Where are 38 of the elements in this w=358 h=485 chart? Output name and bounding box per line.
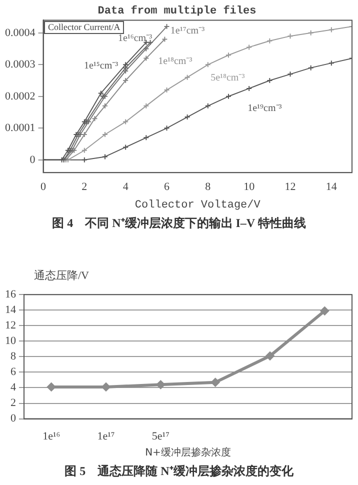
y-tick-label: 0 (10, 412, 16, 425)
y-tick-label: 16 (5, 288, 16, 300)
x-axis-title: N+缓冲层掺杂浓度 (145, 446, 231, 459)
y-tick-label: 4 (10, 382, 16, 394)
y-tick-label: 6 (10, 366, 16, 378)
y-tick-label: 12 (5, 320, 16, 332)
series-label: 1e¹⁸cm⁻³ (158, 56, 192, 67)
x-tick-label: 0 (40, 181, 46, 194)
x-tick-label: 14 (326, 181, 338, 194)
y-tick-label: 2 (10, 397, 16, 410)
x-tick-label: 4 (122, 181, 129, 194)
y-tick-label: 8 (10, 350, 16, 363)
annotation: Collector Current/A (44, 21, 124, 34)
y-tick-label: 0.0004 (5, 26, 36, 39)
caption: 图 5 通态压降随 N⁺缓冲层掺杂浓度的变化 (64, 463, 294, 480)
x-tick-label: 2 (82, 181, 88, 194)
series-label: 5e¹⁸cm⁻³ (210, 72, 245, 84)
x-tick-label: 6 (164, 181, 170, 194)
x-tick-label: 10 (244, 181, 256, 194)
y-axis-title: 通态压降/V (33, 268, 90, 284)
series-label: 1e¹⁶cm⁻³ (118, 33, 152, 44)
x-tick-label: 5e¹⁷ (152, 430, 170, 442)
series-label: 1e¹⁹cm⁻³ (248, 103, 282, 114)
chart-title: Data from multiple files (98, 4, 256, 18)
y-tick-label: 0.0001 (5, 122, 36, 134)
x-tick-label: 1e¹⁶ (42, 430, 60, 442)
series-label: 1e¹⁵cm⁻³ (84, 60, 118, 72)
x-axis-title: Collector Voltage/V (134, 199, 261, 212)
y-tick-label: 14 (5, 304, 16, 316)
x-tick-label: 12 (284, 181, 296, 194)
y-tick-label: 10 (5, 335, 16, 348)
x-tick-label: 1e¹⁷ (97, 430, 115, 442)
x-tick-label: 8 (205, 181, 212, 194)
caption: 图 4 不同 N⁺缓冲层浓度下的输出 I–V 特性曲线 (51, 215, 307, 232)
y-tick-label: 0 (30, 154, 36, 166)
y-tick-label: 0.0002 (5, 90, 36, 102)
series-label: 1e¹⁷cm⁻³ (170, 25, 205, 36)
y-tick-label: 0.0003 (5, 58, 36, 71)
